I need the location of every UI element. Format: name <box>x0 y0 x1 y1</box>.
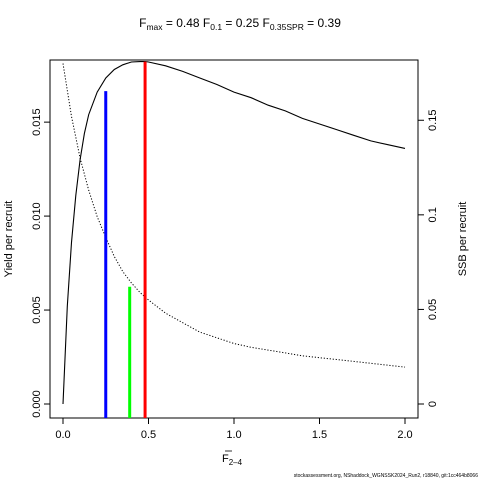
chart-title-reference-points: Fmax = 0.48 F0.1 = 0.25 F0.35SPR = 0.39 <box>139 16 341 32</box>
y-left-tick-label: 0.005 <box>31 296 43 324</box>
y-right-tick-label: 0.05 <box>427 299 439 320</box>
y-axis-left-title: Yield per recruit <box>3 201 15 278</box>
y-axis-left: 0.000 0.005 0.010 0.015 <box>31 108 50 418</box>
y-right-tick-label: 0.15 <box>427 110 439 131</box>
x-tick-label: 0.5 <box>141 429 156 441</box>
x-tick-label: 1.0 <box>226 429 241 441</box>
ref-f01-subscript: 0.1 <box>210 22 222 32</box>
yield-per-recruit-line <box>62 61 406 405</box>
reference-lines-layer <box>104 61 147 418</box>
y-axis-right-title: SSB per recruit <box>457 202 469 277</box>
y-right-tick-label: 0 <box>427 401 439 407</box>
x-axis-title: F2–4 <box>222 453 243 467</box>
ref-fspr-symbol: F <box>262 16 269 30</box>
series-layer <box>62 61 406 405</box>
x-axis: 0.0 0.5 1.0 1.5 2.0 <box>55 418 413 441</box>
ref-f01-value: 0.25 <box>236 16 260 30</box>
x-tick-label: 2.0 <box>397 429 412 441</box>
y-left-tick-label: 0.015 <box>31 108 43 136</box>
footer-credit: stockassessment.org, NShaddock_WGNSSK202… <box>294 473 478 479</box>
x-tick-label: 1.5 <box>312 429 327 441</box>
ssb-per-recruit-line <box>62 63 406 368</box>
ref-fmax-value: 0.48 <box>176 16 200 30</box>
y-left-tick-label: 0.000 <box>31 390 43 418</box>
y-right-tick-label: 0.1 <box>427 207 439 222</box>
y-axis-right: 0 0.05 0.1 0.15 <box>418 110 439 407</box>
ref-fspr-value: 0.39 <box>318 16 342 30</box>
ref-fspr-subscript: 0.35SPR <box>270 22 304 32</box>
y-left-tick-label: 0.010 <box>31 202 43 230</box>
x-tick-label: 0.0 <box>55 429 70 441</box>
x-axis-title-symbol: F <box>222 453 229 465</box>
x-axis-title-subscript: 2–4 <box>229 458 243 467</box>
ref-fmax-subscript: max <box>146 22 163 32</box>
ref-fmax-symbol: F <box>139 16 146 30</box>
ref-f01-symbol: F <box>203 16 210 30</box>
